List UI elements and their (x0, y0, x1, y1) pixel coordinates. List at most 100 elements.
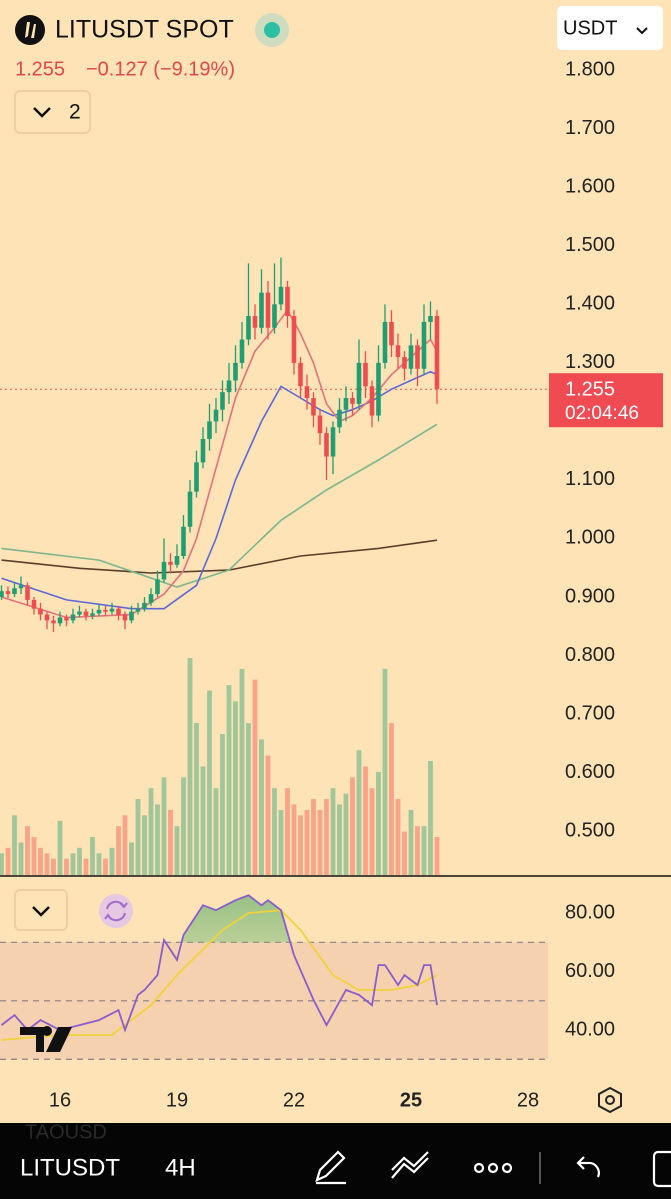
volume-bar (415, 826, 420, 875)
candle-body (83, 611, 89, 616)
volume-bar (239, 668, 245, 875)
quote-select[interactable] (557, 6, 663, 50)
candle-body (116, 608, 121, 615)
indicator-count: 2 (69, 101, 81, 124)
volume-bar (278, 809, 284, 875)
candle-body (77, 611, 82, 615)
rsi-toggle[interactable] (14, 889, 68, 931)
candle-body (213, 409, 219, 422)
price-change: −0.127 (−9.19%) (86, 58, 235, 80)
volume-bar (408, 809, 414, 875)
candle-body (408, 345, 414, 369)
candle-body (324, 433, 329, 457)
volume-bar (64, 858, 69, 875)
settings-icon[interactable] (598, 1086, 622, 1114)
y-tick-label: 1.500 (565, 234, 615, 256)
chevron (636, 27, 648, 35)
candle-body (343, 397, 349, 410)
volume-bar (382, 668, 388, 875)
candle-body (129, 611, 134, 621)
refresh-button[interactable] (99, 894, 133, 928)
volume-bar (402, 831, 407, 875)
volume-bar (207, 690, 212, 875)
y-tick-label: 1.700 (565, 117, 615, 139)
volume-bar (109, 847, 115, 875)
candle-body (356, 362, 362, 404)
volume-bar (181, 777, 186, 875)
volume-bar (5, 847, 11, 875)
x-tick-label: 25 (400, 1089, 422, 1111)
volume-bar (12, 815, 17, 875)
volume-bar (77, 847, 82, 875)
more-button[interactable] (473, 1162, 513, 1174)
volume-bar (226, 685, 232, 875)
candle-body (350, 397, 355, 404)
candle-body (194, 462, 199, 492)
overbought-fill (1, 895, 437, 943)
candle-body (330, 427, 336, 457)
draw-tool[interactable] (315, 1150, 346, 1185)
volume-bar (330, 788, 336, 875)
y-tick-label: 1.800 (565, 59, 615, 81)
volume-bar (291, 804, 297, 875)
undo[interactable] (576, 1156, 600, 1178)
candle-body (246, 316, 251, 340)
y-tick-label: 1.000 (565, 527, 615, 549)
interval[interactable]: 4H (165, 1154, 196, 1181)
candle-body (135, 608, 141, 612)
volume-bar (356, 750, 362, 875)
candle-body (18, 585, 24, 589)
volume-bar (337, 804, 342, 875)
candle-body (369, 386, 375, 416)
volume-bar (135, 799, 141, 875)
volume-bar (213, 788, 219, 875)
volume-bar (317, 809, 323, 875)
volume-bar (70, 853, 76, 875)
price-axis: 1.8001.7001.6001.5001.4001.3001.2001.100… (549, 59, 663, 841)
volume-bar (116, 826, 121, 875)
candle-body (363, 362, 368, 387)
chevron (33, 107, 51, 118)
candle-body (382, 321, 388, 363)
indicators-tool[interactable] (391, 1151, 429, 1179)
volume-bar (298, 815, 303, 875)
layout-button[interactable] (652, 1150, 671, 1188)
candle-body (44, 614, 50, 621)
symbol[interactable]: LITUSDT SPOT (55, 16, 234, 44)
candle-body (304, 386, 310, 398)
volume-bar (233, 701, 238, 875)
volume-bar (343, 793, 349, 875)
y-tick-label: 0.600 (565, 761, 615, 783)
y-tick-label: 80.00 (565, 901, 615, 923)
volume-bar (324, 799, 329, 875)
countdown: 02:04:46 (565, 403, 639, 424)
volume-bar (38, 847, 43, 875)
candle-body (90, 613, 95, 616)
volume-bar (428, 761, 433, 875)
y-tick-label: 1.300 (565, 351, 615, 373)
candle-body (64, 617, 69, 621)
volume-bar (142, 815, 147, 875)
bottom-bar (0, 1123, 671, 1199)
candle-body (434, 316, 440, 390)
candle-body (12, 588, 17, 595)
volume-bar (304, 809, 310, 875)
candle-body (31, 599, 37, 609)
candle-body (415, 345, 420, 369)
indicator-toggle[interactable] (14, 90, 91, 134)
volume-bar (246, 723, 251, 875)
volume-bar (0, 853, 4, 875)
candle-body (181, 526, 186, 557)
price-pane (0, 257, 548, 875)
x-tick-label: 22 (283, 1089, 305, 1111)
candle-body (272, 304, 277, 328)
bar-symbol[interactable]: LITUSDT (20, 1154, 120, 1181)
volume-bar (369, 788, 375, 875)
candle-body (285, 286, 290, 317)
candle-body (239, 339, 245, 363)
candle-body (38, 608, 43, 615)
candle-body (317, 415, 323, 434)
candle-body (103, 609, 108, 612)
volume-bar (96, 853, 102, 875)
